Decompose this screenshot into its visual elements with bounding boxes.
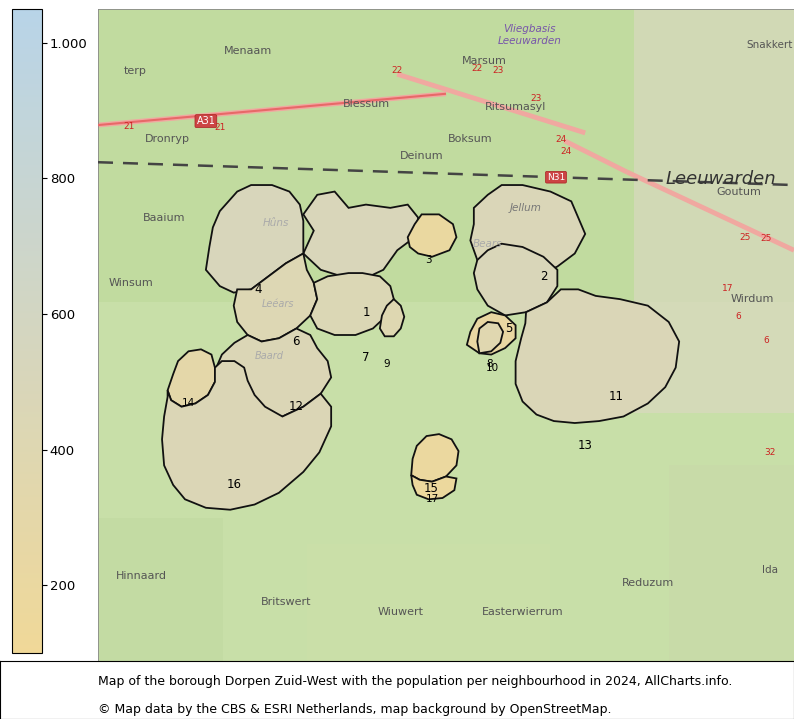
- Polygon shape: [233, 254, 318, 342]
- Polygon shape: [411, 475, 457, 499]
- Text: 3: 3: [426, 255, 432, 265]
- Text: 17: 17: [722, 283, 734, 293]
- Text: 16: 16: [226, 478, 241, 492]
- Text: 4: 4: [254, 283, 262, 296]
- Polygon shape: [206, 185, 303, 293]
- Polygon shape: [634, 9, 794, 413]
- Polygon shape: [162, 361, 331, 510]
- Text: 23: 23: [531, 94, 542, 104]
- Polygon shape: [467, 312, 515, 354]
- Text: Leéars: Leéars: [261, 298, 294, 308]
- Text: Wiuwert: Wiuwert: [378, 607, 424, 617]
- Polygon shape: [168, 349, 215, 407]
- Polygon shape: [380, 299, 404, 336]
- Text: terp: terp: [123, 66, 146, 76]
- Text: 6: 6: [763, 336, 769, 344]
- Text: 15: 15: [423, 482, 438, 495]
- Text: © Map data by the CBS & ESRI Netherlands, map background by OpenStreetMap.: © Map data by the CBS & ESRI Netherlands…: [98, 702, 611, 715]
- Text: 12: 12: [289, 400, 304, 413]
- Polygon shape: [303, 191, 418, 280]
- Polygon shape: [477, 322, 503, 353]
- Text: Blessum: Blessum: [342, 99, 390, 109]
- Text: Leeuwarden: Leeuwarden: [665, 170, 777, 188]
- Text: Wirdum: Wirdum: [730, 294, 774, 304]
- Text: Hinnaard: Hinnaard: [117, 571, 168, 581]
- Polygon shape: [474, 244, 557, 316]
- Text: Snakkert: Snakkert: [746, 40, 793, 50]
- Polygon shape: [408, 214, 457, 257]
- Text: 5: 5: [505, 322, 512, 335]
- Text: Winsum: Winsum: [109, 278, 154, 288]
- Text: Deinum: Deinum: [400, 151, 444, 161]
- Text: 1: 1: [362, 306, 370, 319]
- Text: 11: 11: [609, 390, 624, 403]
- Text: Britswert: Britswert: [260, 597, 311, 608]
- Text: Baaium: Baaium: [143, 213, 185, 223]
- Polygon shape: [596, 335, 638, 380]
- Text: 14: 14: [182, 398, 195, 408]
- Bar: [306, 544, 550, 661]
- Text: 22: 22: [472, 65, 483, 73]
- Text: Baard: Baard: [255, 351, 283, 361]
- Text: Boksum: Boksum: [448, 134, 492, 145]
- Text: 6: 6: [293, 335, 300, 348]
- Text: 21: 21: [124, 122, 135, 131]
- Text: 9: 9: [384, 360, 390, 370]
- Text: Marsum: Marsum: [462, 56, 507, 66]
- Text: Bears: Bears: [473, 239, 503, 249]
- Text: 22: 22: [391, 66, 403, 75]
- Text: 32: 32: [764, 448, 775, 457]
- Polygon shape: [470, 185, 585, 283]
- Text: Jellum: Jellum: [510, 203, 542, 213]
- Text: Map of the borough Dorpen Zuid-West with the population per neighbourhood in 202: Map of the borough Dorpen Zuid-West with…: [98, 675, 732, 689]
- Text: 8: 8: [487, 360, 493, 370]
- Text: N31: N31: [547, 173, 565, 182]
- Bar: [98, 518, 223, 661]
- Text: Goutum: Goutum: [716, 186, 761, 196]
- Text: 13: 13: [578, 439, 592, 452]
- Text: 24: 24: [560, 147, 572, 155]
- Polygon shape: [515, 289, 679, 423]
- Text: 25: 25: [739, 233, 751, 242]
- Text: Ritsumasyl: Ritsumasyl: [485, 102, 546, 111]
- Polygon shape: [310, 273, 394, 335]
- Text: Vliegbasis
Leeuwarden: Vliegbasis Leeuwarden: [498, 24, 561, 46]
- Text: Hûns: Hûns: [262, 218, 289, 228]
- Text: 17: 17: [426, 494, 439, 504]
- Text: Dronryp: Dronryp: [145, 134, 190, 145]
- Text: 7: 7: [362, 352, 370, 365]
- Text: 21: 21: [214, 123, 225, 132]
- Text: Reduzum: Reduzum: [622, 578, 674, 587]
- Bar: [669, 465, 794, 661]
- Text: Easterwierrum: Easterwierrum: [482, 607, 564, 617]
- Text: Ida: Ida: [761, 564, 777, 574]
- Text: 10: 10: [486, 362, 499, 372]
- Text: 2: 2: [540, 270, 547, 283]
- Polygon shape: [215, 329, 331, 420]
- Text: 23: 23: [492, 66, 504, 75]
- Polygon shape: [98, 9, 794, 303]
- Text: 25: 25: [761, 234, 772, 243]
- Text: A31: A31: [196, 116, 215, 126]
- Polygon shape: [411, 434, 458, 482]
- Text: Menaam: Menaam: [224, 47, 272, 56]
- Text: 24: 24: [555, 135, 566, 144]
- Text: 6: 6: [735, 312, 741, 321]
